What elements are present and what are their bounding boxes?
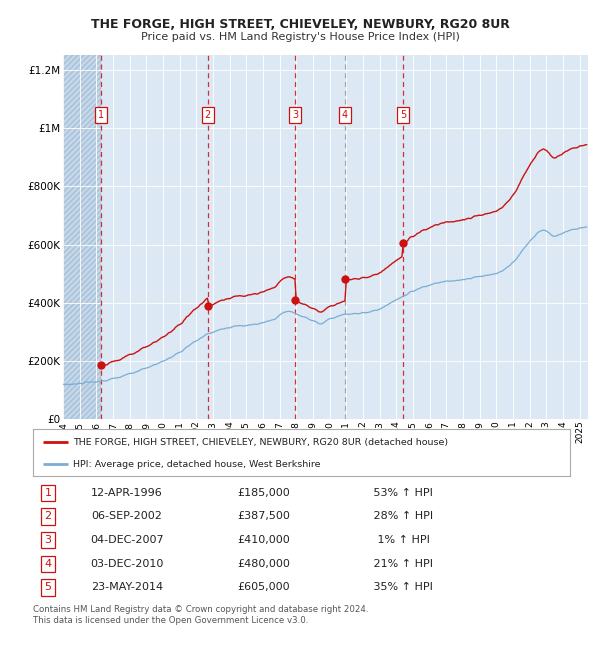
Text: Price paid vs. HM Land Registry's House Price Index (HPI): Price paid vs. HM Land Registry's House … [140,32,460,42]
Text: This data is licensed under the Open Government Licence v3.0.: This data is licensed under the Open Gov… [33,616,308,625]
Text: £605,000: £605,000 [238,582,290,592]
Text: 03-DEC-2010: 03-DEC-2010 [90,559,164,569]
Text: 4: 4 [342,110,348,120]
Text: 35% ↑ HPI: 35% ↑ HPI [363,582,433,592]
Text: 06-SEP-2002: 06-SEP-2002 [92,512,163,521]
Text: £480,000: £480,000 [238,559,290,569]
Text: THE FORGE, HIGH STREET, CHIEVELEY, NEWBURY, RG20 8UR (detached house): THE FORGE, HIGH STREET, CHIEVELEY, NEWBU… [73,437,448,447]
Text: 28% ↑ HPI: 28% ↑ HPI [363,512,433,521]
Text: 3: 3 [44,535,52,545]
Text: 4: 4 [44,559,52,569]
Text: 21% ↑ HPI: 21% ↑ HPI [363,559,433,569]
Text: 5: 5 [400,110,406,120]
Text: 1: 1 [44,488,52,498]
Text: 5: 5 [44,582,52,592]
Text: 2: 2 [205,110,211,120]
Text: 53% ↑ HPI: 53% ↑ HPI [363,488,433,498]
Text: £410,000: £410,000 [238,535,290,545]
Bar [63,55,101,419]
Bar [63,55,101,419]
Text: HPI: Average price, detached house, West Berkshire: HPI: Average price, detached house, West… [73,460,321,469]
Text: £185,000: £185,000 [238,488,290,498]
Text: 3: 3 [292,110,298,120]
Text: Contains HM Land Registry data © Crown copyright and database right 2024.: Contains HM Land Registry data © Crown c… [33,604,368,614]
Text: 2: 2 [44,512,52,521]
Text: £387,500: £387,500 [238,512,290,521]
Text: THE FORGE, HIGH STREET, CHIEVELEY, NEWBURY, RG20 8UR: THE FORGE, HIGH STREET, CHIEVELEY, NEWBU… [91,18,509,31]
Text: 12-APR-1996: 12-APR-1996 [91,488,163,498]
Text: 04-DEC-2007: 04-DEC-2007 [90,535,164,545]
Text: 1: 1 [98,110,104,120]
Text: 1% ↑ HPI: 1% ↑ HPI [367,535,430,545]
Text: 23-MAY-2014: 23-MAY-2014 [91,582,163,592]
